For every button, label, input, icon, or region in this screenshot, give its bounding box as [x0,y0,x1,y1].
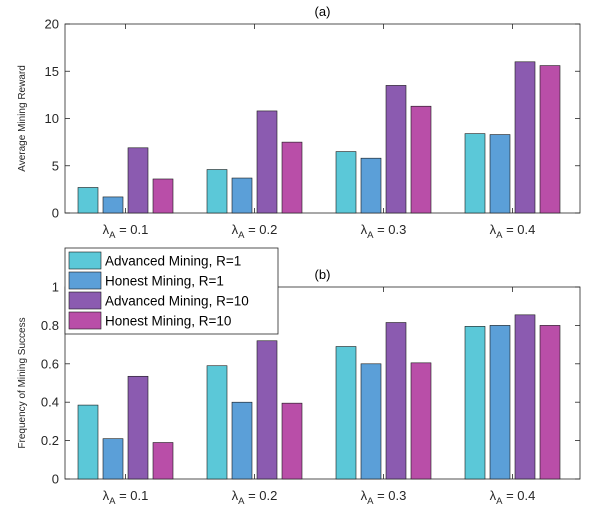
bar [206,365,228,480]
bar [231,401,253,480]
y-tick-label: 5 [52,158,59,173]
y-tick-label: 0 [52,206,59,221]
y-tick-label: 0.4 [41,395,59,410]
x-tick-label: λA = 0.4 [490,222,536,241]
bar [102,438,124,480]
x-tick-label: λA = 0.4 [490,488,536,507]
legend: Advanced Mining, R=1 Honest Mining, R=1 Ad… [64,247,279,335]
bar [385,322,407,480]
bar [539,65,561,214]
bar [231,177,253,214]
panel-b: 0 0.2 0.4 0.6 0.8 1 λA = 0.1 λA = 0.2 λA = 0.3 λA… [17,267,581,507]
bar [335,151,357,214]
panel-a: 0 5 10 15 20 λA = 0.1 λA = 0.2 λA = 0.3 λA = 0.4… [17,4,581,241]
bar [360,363,382,480]
bar [102,196,124,214]
y-tick-label: 10 [45,111,59,126]
y-tick-label: 1 [52,280,59,295]
bar [335,346,357,480]
bar [489,134,511,214]
bar [77,187,99,214]
x-tick-label: λA = 0.3 [361,222,407,241]
legend-swatch [68,311,102,330]
bar [256,110,278,214]
bar [281,141,303,214]
y-tick-label: 20 [45,17,59,32]
y-tick-label: 0.8 [41,318,59,333]
bar [152,178,174,214]
bar [410,362,432,480]
y-tick-label: 15 [45,64,59,79]
bar [464,326,486,480]
y-tick-label: 0 [52,472,59,487]
bar [385,85,407,214]
x-tick-label: λA = 0.3 [361,488,407,507]
legend-swatch [68,291,102,310]
bar [152,442,174,480]
legend-swatch [68,251,102,270]
bar [489,325,511,480]
y-axis-label: Frequency of Mining Success [17,317,28,448]
x-tick-label: λA = 0.2 [232,488,278,507]
bar [514,61,536,214]
legend-label: Honest Mining, R=1 [105,274,224,289]
x-tick-label: λA = 0.2 [232,222,278,241]
chart-title: (a) [315,4,331,19]
x-tick-label: λA = 0.1 [103,488,149,507]
x-tick-label: λA = 0.1 [103,222,149,241]
chart-title: (b) [315,267,331,282]
bar [410,105,432,214]
bar [206,169,228,214]
bar [281,402,303,480]
bar [514,314,536,480]
legend-label: Honest Mining, R=10 [105,314,231,329]
y-tick-label: 0.2 [41,433,59,448]
bar [256,340,278,480]
bar [464,133,486,214]
bar [127,147,149,214]
bar [360,157,382,214]
y-tick-label: 0.6 [41,356,59,371]
legend-swatch [68,271,102,290]
bar [539,325,561,480]
bar [77,404,99,480]
legend-label: Advanced Mining, R=10 [105,294,249,309]
y-axis-label: Average Mining Reward [17,65,28,172]
bar [127,375,149,480]
legend-label: Advanced Mining, R=1 [105,254,241,269]
